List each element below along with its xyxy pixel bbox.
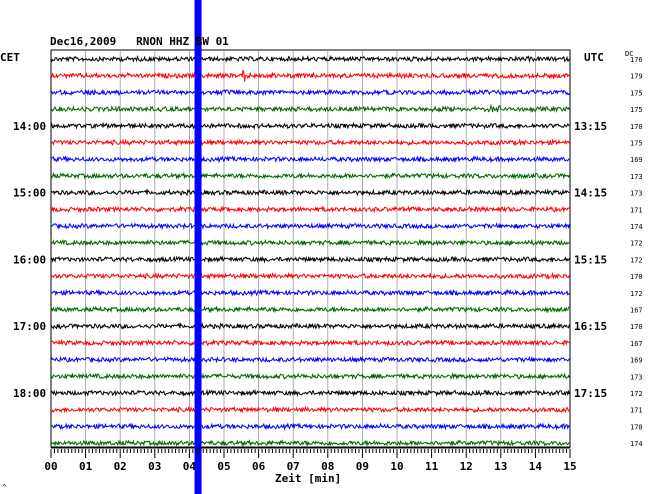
dc-value-8: 173 [630, 190, 643, 198]
trace-6 [50, 155, 570, 164]
trace-7 [50, 171, 570, 181]
x-tick-label: 11 [425, 460, 439, 473]
dc-value-18: 169 [630, 357, 643, 365]
trace-22 [50, 422, 570, 431]
x-tick-label: 15 [563, 460, 576, 473]
x-tick-label: 04 [183, 460, 197, 473]
left-hour-label: 17:00 [13, 320, 46, 333]
x-axis: 00 01 02 03 04 05 06 07 08 09 10 11 12 13 14 15 [44, 447, 577, 473]
x-tick-label: 12 [460, 460, 473, 473]
dc-value-5: 175 [630, 140, 643, 148]
grid [50, 49, 571, 448]
dc-value-21: 171 [630, 407, 643, 415]
dc-value-7: 173 [630, 173, 643, 181]
trace-1 [50, 69, 570, 82]
trace-15 [50, 305, 570, 314]
dc-value-1: 179 [630, 73, 643, 81]
trace-18 [50, 355, 570, 364]
dc-value-2: 175 [630, 89, 643, 97]
x-tick-label: 06 [252, 460, 266, 473]
trace-19 [50, 372, 570, 381]
right-hour-label: 13:15 [574, 120, 607, 133]
x-tick-label: 05 [217, 460, 230, 473]
dc-value-15: 167 [630, 307, 643, 315]
x-axis-label: Zeit [min] [275, 472, 341, 485]
right-hour-label: 14:15 [574, 187, 607, 200]
corner-mark: ^ [2, 483, 7, 492]
dc-value-6: 169 [630, 156, 643, 164]
trace-17 [50, 338, 570, 348]
dc-value-22: 170 [630, 423, 643, 431]
dc-value-16: 170 [630, 323, 643, 331]
trace-20 [50, 388, 570, 398]
x-tick-label: 03 [148, 460, 161, 473]
dc-value-23: 174 [630, 440, 643, 448]
x-tick-label: 08 [321, 460, 334, 473]
x-tick-label: 09 [356, 460, 369, 473]
x-tick-label: 00 [44, 460, 57, 473]
dc-value-19: 173 [630, 373, 643, 381]
trace-2 [50, 88, 570, 97]
trace-21 [50, 405, 570, 414]
labels: Dec16,2009 RNON HHZ BW 01 CET UTC DC Zei… [0, 35, 643, 492]
left-hour-label: 16:00 [13, 253, 46, 266]
dc-value-11: 172 [630, 240, 643, 248]
right-hour-label: 16:15 [574, 320, 607, 333]
trace-8 [50, 188, 570, 197]
left-hour-label: 15:00 [13, 187, 46, 200]
dc-value-0: 176 [630, 56, 643, 64]
trace-12 [50, 255, 570, 264]
trace-16 [50, 322, 570, 331]
trace-10 [50, 222, 570, 231]
x-tick-label: 07 [287, 460, 300, 473]
left-hour-label: 18:00 [13, 387, 46, 400]
x-tick-label: 10 [390, 460, 403, 473]
x-tick-label: 14 [529, 460, 543, 473]
dc-value-20: 172 [630, 390, 643, 398]
trace-4 [50, 121, 570, 130]
dc-value-3: 175 [630, 106, 643, 114]
time-marker [194, 0, 202, 494]
dc-value-10: 174 [630, 223, 643, 231]
trace-13 [50, 271, 570, 281]
dc-value-4: 170 [630, 123, 643, 131]
x-tick-label: 02 [114, 460, 127, 473]
trace-14 [50, 288, 570, 298]
right-hour-label: 15:15 [574, 253, 607, 266]
dc-value-12: 172 [630, 256, 643, 264]
dc-value-17: 167 [630, 340, 643, 348]
left-axis-label: CET [0, 51, 20, 64]
dc-value-9: 171 [630, 206, 643, 214]
traces [50, 54, 570, 447]
trace-0 [50, 54, 570, 64]
trace-3 [50, 103, 570, 114]
dc-header: DC [625, 50, 633, 58]
dc-value-14: 172 [630, 290, 643, 298]
trace-9 [50, 205, 570, 214]
trace-5 [50, 138, 570, 147]
x-tick-label: 01 [79, 460, 93, 473]
plot-frame [50, 49, 571, 448]
right-hour-label: 17:15 [574, 387, 607, 400]
time-marker-bar [194, 0, 202, 494]
chart-title: Dec16,2009 RNON HHZ BW 01 [50, 35, 229, 48]
right-axis-label: UTC [584, 51, 604, 64]
trace-11 [50, 238, 570, 247]
dc-value-13: 170 [630, 273, 643, 281]
x-tick-label: 13 [494, 460, 507, 473]
trace-23 [50, 439, 570, 447]
left-hour-label: 14:00 [13, 120, 46, 133]
